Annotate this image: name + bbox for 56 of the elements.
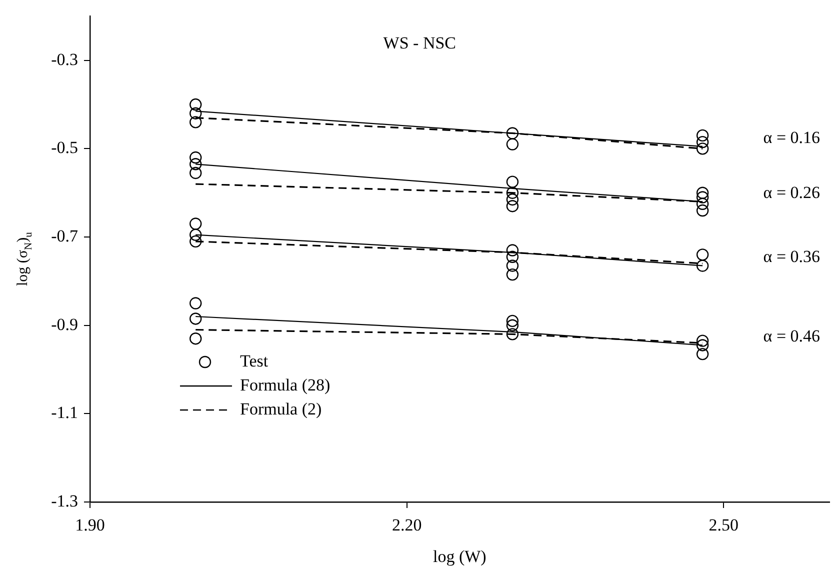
point [696, 260, 709, 272]
point [696, 142, 709, 155]
point [190, 107, 202, 120]
point [190, 228, 202, 241]
point [190, 235, 202, 248]
text: WS - NSC [383, 34, 456, 53]
point [190, 312, 202, 325]
y-tick-label: -0.5 [51, 138, 78, 158]
point [506, 319, 519, 332]
annotation: α = 0.36 [763, 247, 820, 266]
y-tick-label: -0.9 [51, 314, 78, 334]
point [696, 334, 709, 347]
point [506, 244, 519, 256]
annotation: α = 0.46 [763, 326, 820, 346]
point [190, 116, 202, 128]
x-tick-label: 1.90 [75, 516, 105, 535]
point [190, 218, 202, 230]
point [506, 314, 519, 328]
point [506, 250, 519, 263]
point [190, 297, 202, 310]
point [506, 328, 519, 340]
x-tick-label: 2.20 [392, 516, 422, 535]
point [696, 186, 709, 199]
point [190, 158, 202, 170]
point [506, 176, 519, 188]
point [506, 268, 519, 281]
y-tick-label: -1.3 [51, 491, 78, 510]
x-tick-label: 2.50 [708, 516, 739, 535]
point [506, 186, 519, 199]
legend-label: Formula (28) [240, 375, 330, 394]
point [696, 248, 709, 261]
point [696, 198, 709, 210]
point [696, 136, 709, 148]
point [190, 151, 202, 164]
point [190, 166, 202, 180]
y-axis-title: log (σN)u [15, 231, 34, 286]
y-tick-label: -0.3 [51, 50, 78, 69]
y-tick-label: -0.7 [51, 226, 78, 246]
legend-label: Test [240, 351, 268, 370]
point [696, 204, 709, 217]
point [506, 138, 519, 150]
y-tick-label: -1.1 [51, 403, 78, 422]
point [696, 348, 709, 360]
annotation: α = 0.26 [763, 183, 820, 202]
point [506, 193, 519, 206]
point [190, 332, 202, 345]
point [506, 260, 519, 272]
point [506, 127, 519, 140]
point [696, 129, 709, 142]
x-axis-title: log (W) [432, 547, 486, 566]
point [506, 200, 519, 212]
point [696, 191, 709, 204]
point [696, 339, 709, 352]
point [190, 98, 202, 111]
legend-label: Formula (2) [240, 399, 322, 418]
annotation: α = 0.16 [763, 128, 820, 147]
